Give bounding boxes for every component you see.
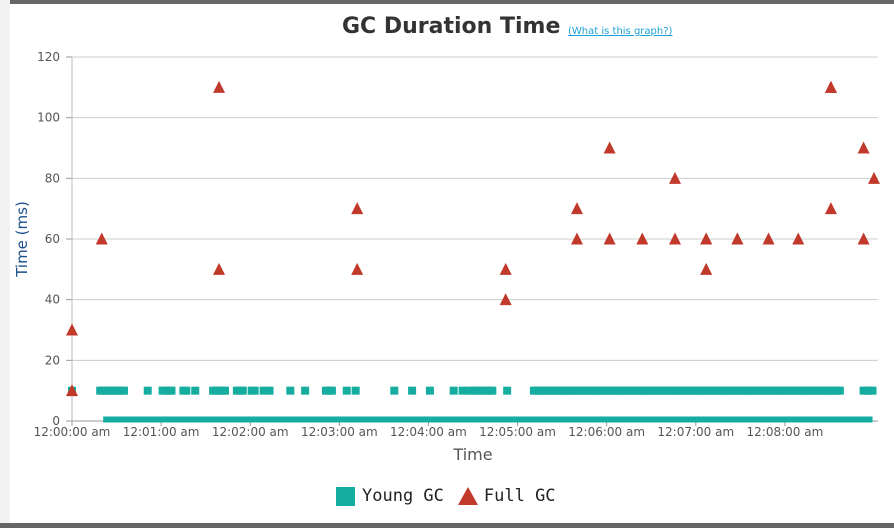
full-gc-point [857, 232, 870, 245]
full-gc-point [570, 232, 583, 245]
young-gc-point [835, 386, 844, 395]
full-gc-point [792, 232, 805, 245]
x-tick-label: 12:00:00 am [34, 425, 111, 439]
y-tick-labels: 0 20 40 60 80 100 120 [37, 50, 60, 428]
x-tick-label: 12:05:00 am [479, 425, 556, 439]
x-tick-label: 12:07:00 am [657, 425, 734, 439]
full-gc-point [868, 171, 880, 184]
full-gc-point [700, 232, 713, 245]
full-gc-point [213, 80, 226, 93]
young-gc-point [250, 386, 259, 395]
young-gc-point [327, 386, 336, 395]
young-gc-point [458, 386, 467, 395]
legend-label-young-gc: Young GC [362, 486, 444, 506]
young-gc-point [191, 386, 200, 395]
full-gc-point [603, 232, 616, 245]
full-gc-point [603, 141, 616, 154]
full-gc-series [66, 80, 880, 397]
young-gc-point [265, 386, 274, 395]
young-gc-point [425, 386, 434, 395]
legend-label-full-gc: Full GC [483, 486, 556, 506]
young-gc-point [259, 386, 268, 395]
young-gc-bar-mark [103, 416, 873, 423]
help-link[interactable]: (What is this graph?) [568, 26, 673, 37]
x-axis-label: Time [452, 445, 492, 464]
young-gc-point [119, 386, 128, 395]
young-gc-point [238, 386, 247, 395]
x-tick-label: 12:03:00 am [301, 425, 378, 439]
x-tick-label: 12:02:00 am [212, 425, 289, 439]
legend-item-young-gc[interactable]: Young GC [336, 486, 444, 506]
full-gc-point [66, 323, 78, 336]
left-margin [0, 0, 10, 528]
full-gc-swatch-icon [457, 487, 478, 505]
x-tick-labels: 12:00:00 am 12:01:00 am 12:02:00 am 12:03:0… [34, 425, 824, 439]
young-gc-point [464, 386, 473, 395]
young-gc-point [390, 386, 399, 395]
bottom-border [0, 523, 894, 528]
x-tick-label: 12:01:00 am [123, 425, 200, 439]
full-gc-point [351, 202, 364, 215]
full-gc-point [668, 171, 681, 184]
x-tick-label: 12:08:00 am [747, 425, 824, 439]
top-border [0, 0, 894, 4]
full-gc-point [824, 80, 837, 93]
grid-lines [66, 56, 878, 426]
x-tick-label: 12:04:00 am [390, 425, 467, 439]
full-gc-point [351, 262, 364, 275]
young-gc-point [449, 386, 458, 395]
y-tick-label: 60 [45, 232, 60, 246]
x-tick-label: 12:06:00 am [568, 425, 645, 439]
full-gc-point [824, 202, 837, 215]
full-gc-point [499, 293, 512, 306]
young-gc-point [301, 386, 310, 395]
young-gc-swatch-icon [336, 486, 355, 506]
y-tick-label: 100 [37, 111, 60, 125]
full-gc-point [636, 232, 649, 245]
y-tick-label: 120 [37, 50, 60, 64]
young-gc-baseline-bar [103, 416, 873, 423]
legend: Young GC Full GC [336, 486, 570, 506]
y-tick-label: 0 [52, 414, 60, 428]
full-gc-point [700, 262, 713, 275]
young-gc-point [220, 386, 229, 395]
y-axis-label: Time (ms) [13, 201, 31, 278]
young-gc-series [68, 386, 877, 395]
young-gc-point [351, 386, 360, 395]
full-gc-point [95, 232, 108, 245]
young-gc-point [503, 386, 512, 395]
full-gc-point [668, 232, 681, 245]
full-gc-point [66, 384, 78, 397]
young-gc-point [182, 386, 191, 395]
young-gc-point [342, 386, 351, 395]
young-gc-point [868, 386, 877, 395]
legend-item-full-gc[interactable]: Full GC [457, 486, 556, 506]
young-gc-point [476, 386, 485, 395]
full-gc-point [499, 262, 512, 275]
young-gc-point [488, 386, 497, 395]
y-tick-label: 80 [45, 171, 60, 185]
young-gc-point [408, 386, 417, 395]
full-gc-point [857, 141, 870, 154]
young-gc-point [167, 386, 176, 395]
full-gc-point [731, 232, 744, 245]
chart-title: GC Duration Time [342, 14, 561, 39]
full-gc-point [570, 202, 583, 215]
young-gc-point [143, 386, 152, 395]
full-gc-point [762, 232, 775, 245]
y-tick-label: 20 [45, 353, 60, 367]
young-gc-point [286, 386, 295, 395]
full-gc-point [213, 262, 226, 275]
y-tick-label: 40 [45, 293, 60, 307]
